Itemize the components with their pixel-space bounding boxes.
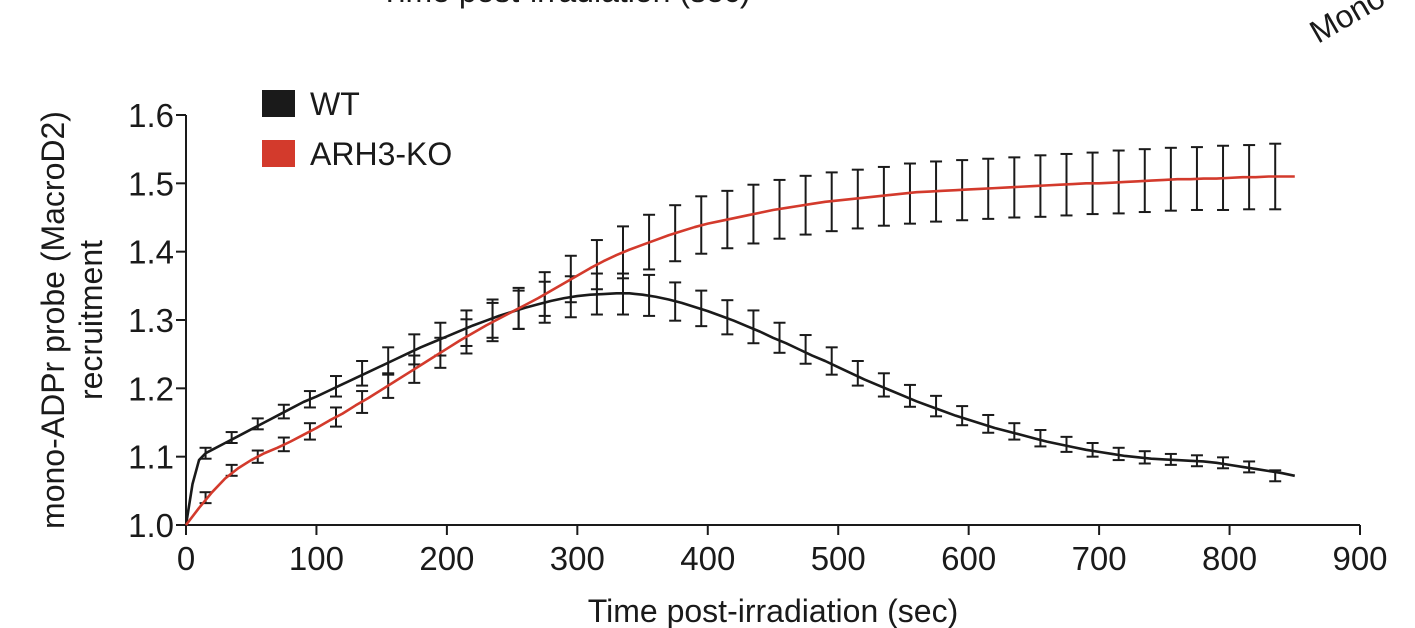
error-bar (956, 405, 969, 427)
legend-label-wt: WT (310, 86, 360, 122)
error-bar (747, 309, 760, 345)
y-axis-title-line2: recruitment (73, 240, 109, 400)
x-axis-title: Time post-irradiation (sec) (588, 593, 958, 628)
y-axis-ticks: 1.0 1.1 1.2 1.3 1.4 1.5 1.6 (128, 97, 186, 544)
series-wt (184, 272, 1296, 526)
error-bar (877, 372, 890, 398)
series-line-wt (184, 292, 1296, 526)
y-tick-label: 1.5 (128, 165, 174, 202)
x-tick-label: 200 (419, 540, 474, 577)
error-bar (1060, 435, 1073, 453)
series-line-arh3-ko (184, 175, 1295, 526)
legend-swatch-wt (262, 90, 295, 117)
series-layer (184, 142, 1296, 526)
series-arh3-ko (184, 142, 1295, 526)
x-tick-label: 300 (550, 540, 605, 577)
x-tick-label: 400 (680, 540, 735, 577)
x-tick-label: 100 (289, 540, 344, 577)
y-tick-label: 1.3 (128, 302, 174, 339)
x-tick-label: 800 (1202, 540, 1257, 577)
error-bar (1034, 429, 1047, 448)
cropped-top-right-text: Mono (1304, 0, 1391, 50)
y-tick-label: 1.0 (128, 507, 174, 544)
y-tick-label: 1.2 (128, 370, 174, 407)
x-tick-label: 900 (1332, 540, 1387, 577)
cropped-top-title: Time post-irradiation (sec) (380, 0, 750, 9)
error-bar (825, 346, 838, 376)
x-tick-label: 0 (177, 540, 195, 577)
error-bar (982, 413, 995, 434)
error-bar (799, 334, 812, 365)
legend: WT ARH3-KO (262, 86, 452, 172)
y-axis-title: mono-ADPr probe (MacroD2) (35, 111, 71, 529)
legend-swatch-arh3-ko (262, 140, 295, 167)
error-bar (1008, 422, 1021, 441)
x-tick-label: 500 (811, 540, 866, 577)
error-bar (851, 360, 864, 387)
error-bar (930, 394, 943, 418)
error-bar (356, 360, 369, 387)
error-bar (903, 383, 916, 408)
y-tick-label: 1.1 (128, 439, 174, 476)
error-bar (773, 321, 786, 354)
legend-label-arh3-ko: ARH3-KO (310, 136, 452, 172)
y-tick-label: 1.4 (128, 234, 174, 271)
x-tick-label: 600 (941, 540, 996, 577)
y-tick-label: 1.6 (128, 97, 174, 134)
x-tick-label: 700 (1072, 540, 1127, 577)
x-axis-ticks: 0 100 200 300 400 500 600 700 800 900 (177, 525, 1388, 577)
